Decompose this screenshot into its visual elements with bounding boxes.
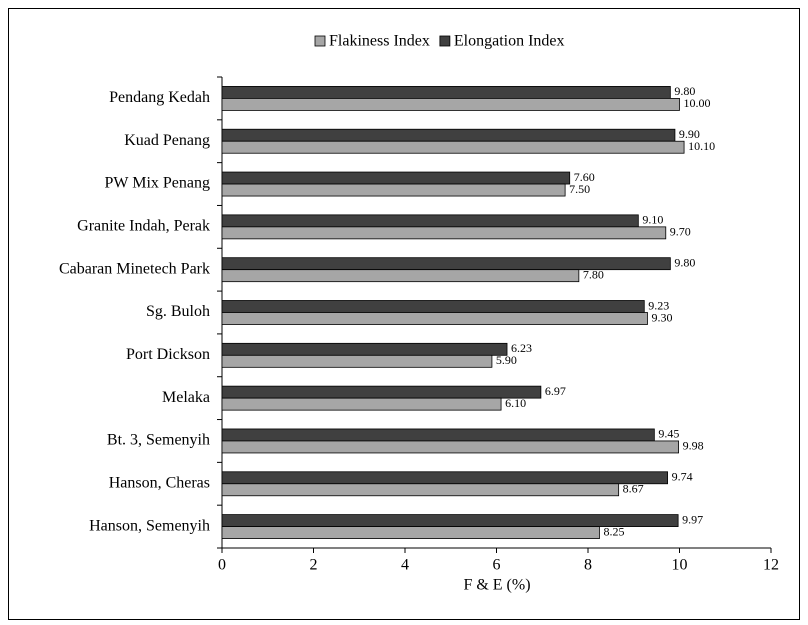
data-label: 8.25 — [603, 524, 624, 538]
data-label: 9.23 — [648, 298, 669, 312]
bar — [221, 98, 680, 111]
y-tick-label: Kuad Penang — [124, 132, 210, 149]
data-label: 6.23 — [511, 341, 532, 355]
data-label: 9.10 — [642, 213, 663, 227]
y-tick-label: Sg. Buloh — [146, 303, 210, 320]
data-label: 6.10 — [505, 396, 526, 410]
data-label: 10.10 — [688, 139, 715, 153]
x-axis-title: F & E (%) — [463, 577, 530, 594]
bar — [221, 300, 645, 313]
legend-swatch — [314, 35, 326, 47]
bar — [221, 128, 676, 142]
x-tick-label: 2 — [310, 557, 318, 574]
bar — [221, 214, 639, 228]
bar — [221, 397, 502, 411]
y-tick-label: Hanson, Semenyih — [89, 517, 210, 534]
data-label: 9.98 — [683, 439, 704, 453]
x-tick-label: 4 — [401, 557, 409, 574]
bar — [221, 171, 571, 185]
bar — [221, 354, 493, 368]
legend-label: Elongation Index — [454, 33, 565, 50]
data-label: 9.70 — [670, 225, 691, 239]
data-label: 9.45 — [658, 427, 679, 441]
bar — [221, 226, 667, 240]
bar — [221, 183, 566, 197]
data-label: 9.74 — [672, 470, 693, 484]
bar — [221, 471, 669, 485]
bar — [221, 483, 620, 497]
data-label: 7.50 — [569, 182, 590, 196]
data-label: 7.80 — [583, 267, 604, 281]
bar — [221, 440, 679, 454]
data-label: 9.30 — [651, 310, 672, 324]
y-tick-label: Cabaran Minetech Park — [59, 260, 210, 277]
legend-swatch — [439, 35, 451, 47]
data-label: 9.97 — [682, 512, 703, 526]
data-label: 5.90 — [496, 353, 517, 367]
data-label: 9.80 — [674, 255, 695, 269]
legend-label: Flakiness Index — [329, 33, 430, 50]
bar — [221, 428, 655, 442]
y-tick-label: Pendang Kedah — [109, 89, 210, 106]
y-tick-label: Granite Indah, Perak — [77, 218, 210, 235]
data-label: 9.90 — [679, 127, 700, 141]
data-label: 8.67 — [623, 482, 644, 496]
bar — [221, 312, 648, 325]
y-tick-label: Melaka — [162, 389, 210, 406]
y-tick-label: Hanson, Cheras — [109, 474, 210, 491]
data-label: 7.60 — [574, 170, 595, 184]
x-tick-label: 12 — [763, 557, 779, 574]
x-tick-label: 0 — [218, 557, 226, 574]
x-tick-label: 10 — [672, 557, 688, 574]
data-label: 10.00 — [684, 96, 711, 110]
bar — [221, 269, 580, 283]
data-label: 9.80 — [674, 84, 695, 98]
bar — [221, 526, 600, 539]
bar — [221, 86, 671, 99]
bar — [221, 385, 542, 399]
data-label: 6.97 — [545, 384, 566, 398]
bar — [221, 140, 685, 154]
x-tick-label: 8 — [584, 557, 592, 574]
y-tick-label: Port Dickson — [126, 346, 210, 363]
bar — [221, 342, 508, 356]
y-tick-label: Bt. 3, Semenyih — [107, 432, 210, 449]
x-tick-label: 6 — [493, 557, 501, 574]
y-tick-label: PW Mix Penang — [105, 175, 210, 192]
